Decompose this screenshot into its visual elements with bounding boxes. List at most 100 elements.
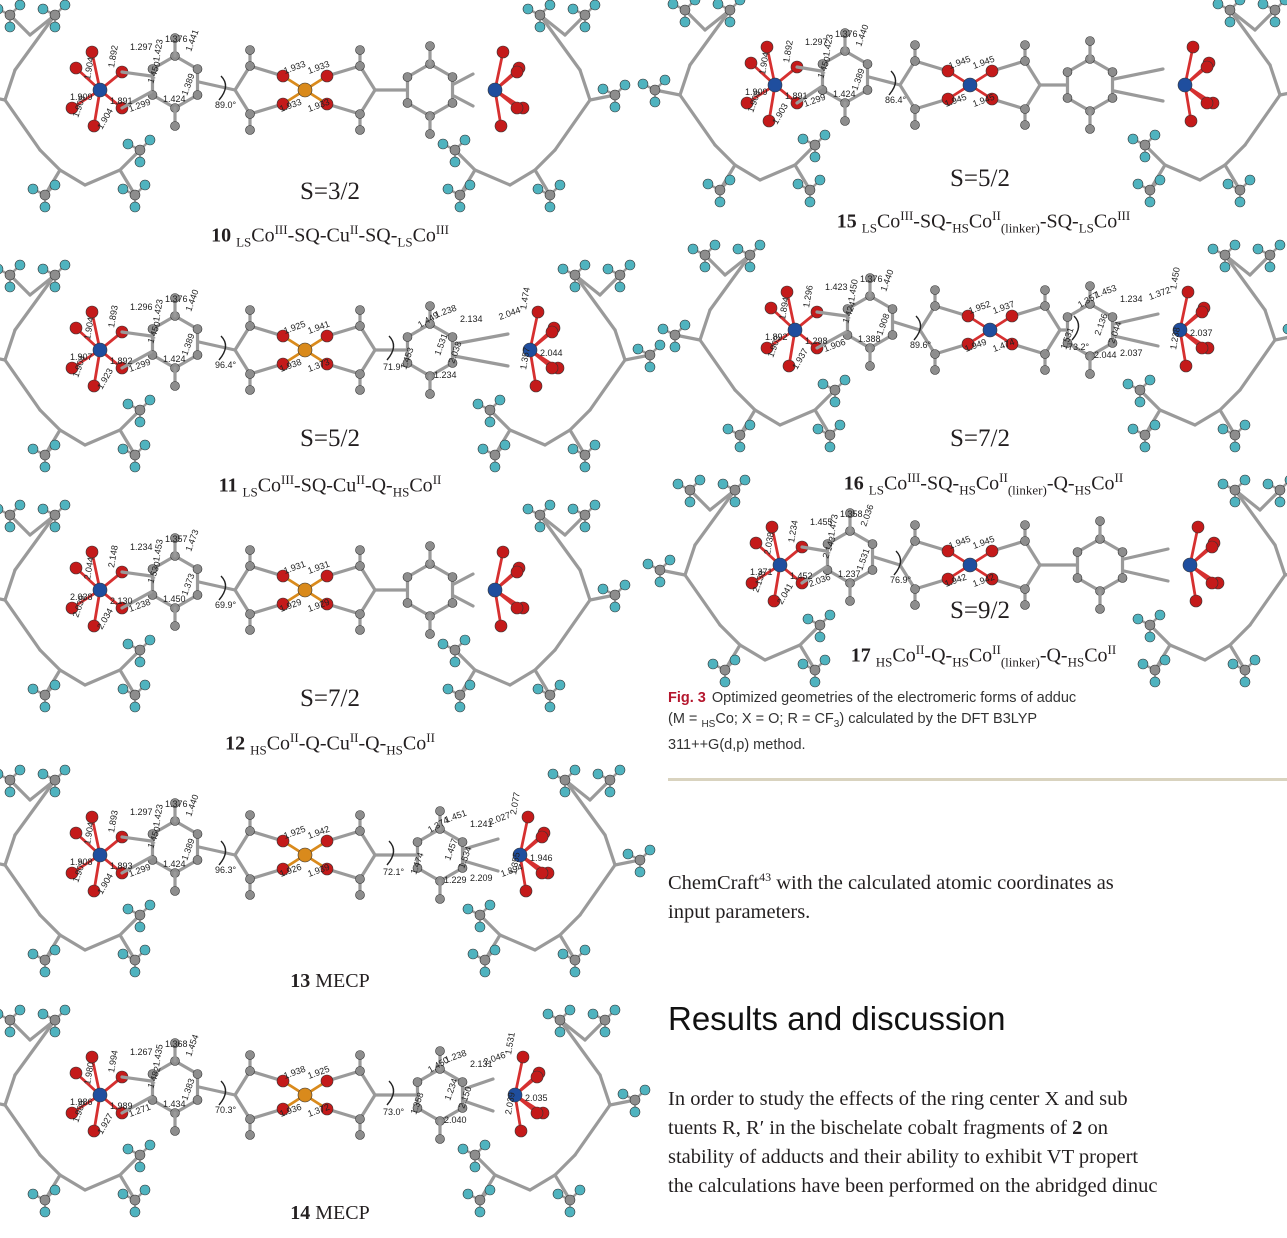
fluorine-atom	[457, 1143, 469, 1155]
fluorine-atom	[27, 183, 39, 195]
bond-length-label: 2.040	[444, 1115, 467, 1125]
fluorine-atom	[532, 683, 544, 695]
fluorine-atom	[667, 0, 679, 10]
bond-length-label: 1.923	[95, 366, 115, 391]
carbon-atom	[910, 104, 920, 114]
fluorine-atom	[49, 281, 61, 293]
caption-line-1: Optimized geometries of the electromeric…	[711, 690, 1077, 706]
fluorine-atom	[579, 944, 591, 956]
bond-length-label: 1.534	[456, 845, 473, 870]
methyl-carbon	[245, 125, 255, 135]
carbon-atom	[129, 189, 141, 201]
oxygen-atom	[521, 810, 535, 824]
methyl-carbon	[425, 389, 435, 399]
carbon-atom	[1040, 349, 1050, 359]
methyl-carbon	[355, 125, 365, 135]
carbon-atom	[447, 358, 458, 368]
structure-panel-16: 1.894 1.296 1.423 1.376 1.450 1.440 1.424 1.388…	[657, 239, 1287, 500]
bond-length-label: 1.376	[165, 294, 188, 304]
methyl-carbon	[435, 1046, 445, 1056]
carbon-atom	[1139, 429, 1151, 441]
bond-length-label: 1.376	[835, 29, 858, 39]
bond	[1273, 543, 1287, 577]
carbon-atom	[355, 1114, 365, 1124]
methyl-carbon	[245, 890, 255, 900]
carbon-atom	[910, 56, 920, 66]
bond-length-label: 1.423	[151, 298, 165, 322]
structure-panel-14: 1.980 1.994 1.267 1.368 1.435 1.454 1.482 1.434…	[0, 1004, 660, 1238]
fluorine-atom	[547, 768, 559, 780]
spin-label-16: S=7/2	[950, 425, 1010, 452]
fluorine-atom	[37, 1008, 49, 1020]
structure-panel-12: 2.044 2.148 1.234 1.357 1.453 1.473 1.530 1.450…	[0, 499, 660, 765]
carbon-atom	[245, 609, 255, 619]
bond	[558, 1018, 602, 1077]
carbon-atom	[1144, 184, 1156, 196]
bond	[197, 845, 237, 857]
bond	[613, 328, 627, 362]
bond	[498, 933, 537, 952]
oxygen-atom	[745, 576, 759, 590]
carbon-atom	[39, 1194, 51, 1206]
oxygen-atom	[1184, 114, 1198, 128]
carbon-atom	[245, 874, 255, 884]
fluorine-atom	[709, 239, 721, 251]
methyl-carbon	[170, 1126, 180, 1136]
cobalt-atom	[1182, 557, 1198, 573]
carbon-atom	[629, 1094, 641, 1106]
oxygen-atom	[961, 309, 975, 323]
oxygen-atom	[1200, 96, 1214, 110]
bond-length-label: 2.130	[110, 596, 133, 606]
bond	[493, 1173, 532, 1192]
carbon-atom	[355, 369, 365, 379]
fluorine-atom	[579, 259, 591, 271]
methyl-carbon	[355, 545, 365, 555]
carbon-atom	[489, 449, 501, 461]
fluorine-atom	[49, 439, 61, 451]
bond	[1228, 623, 1252, 647]
carbon-atom	[192, 1095, 203, 1105]
bond-length-label: 72.1°	[383, 867, 405, 877]
bond-length-label: 2.034	[95, 606, 115, 631]
fluorine-atom	[544, 0, 556, 11]
bond-length-label: 1.238	[1168, 326, 1182, 350]
bond	[473, 168, 512, 187]
fluorine-atom	[719, 676, 731, 688]
fluorine-atom	[699, 261, 711, 273]
carbon-atom	[554, 1014, 566, 1026]
bond	[553, 1153, 577, 1177]
methyl-carbon	[435, 894, 445, 904]
bond	[462, 859, 500, 873]
carbon-atom	[1020, 104, 1030, 114]
carbon-atom	[829, 384, 841, 396]
fluorine-atom	[14, 0, 26, 11]
bond	[0, 97, 7, 102]
carbon-atom	[474, 909, 486, 921]
bond	[38, 1153, 62, 1177]
fluorine-atom	[679, 16, 691, 28]
bond-length-label: 1.296	[801, 284, 815, 308]
fluorine-atom	[0, 4, 4, 14]
oxygen-atom	[276, 1074, 290, 1088]
bond-length-label: 1.994	[106, 1049, 120, 1073]
carbon-atom	[4, 1014, 16, 1026]
fluorine-atom	[489, 944, 501, 956]
bond	[58, 933, 87, 952]
fluorine-atom	[574, 1184, 586, 1196]
methyl-carbon	[170, 381, 180, 391]
fluorine-atom	[1229, 496, 1241, 508]
bond	[698, 308, 712, 342]
fluorine-atom	[597, 83, 609, 95]
fluorine-atom	[1227, 658, 1239, 670]
bond-length-label: 70.3°	[215, 1105, 237, 1115]
carbon-atom	[402, 72, 413, 82]
carbon-atom	[579, 449, 591, 461]
dihedral-arrow	[386, 1080, 395, 1106]
carbon-atom	[649, 84, 661, 96]
fluorine-atom	[614, 764, 626, 776]
fluorine-atom	[567, 3, 579, 15]
bond	[1168, 643, 1207, 662]
bond-length-label: 1.952	[967, 299, 992, 316]
